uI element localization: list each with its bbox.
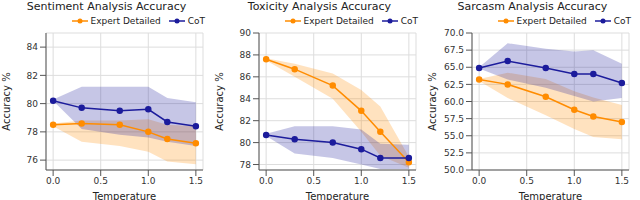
svg-text:0.5: 0.5 [520,176,534,186]
svg-text:88: 88 [240,50,252,60]
svg-text:80: 80 [27,99,39,109]
svg-text:0.5: 0.5 [94,176,108,186]
svg-text:Accuracy %: Accuracy % [214,72,225,130]
svg-text:Accuracy %: Accuracy % [8,72,12,130]
svg-text:65.0: 65.0 [444,62,464,72]
html-text:CoT: CoT [613,15,631,26]
html-text:Toxicity Analysis Accuracy: Toxicity Analysis Accuracy [247,0,392,13]
svg-text:90: 90 [240,28,252,38]
svg-text:82: 82 [27,71,38,81]
svg-text:78: 78 [27,127,39,137]
svg-text:0.0: 0.0 [259,176,274,186]
svg-text:84: 84 [240,94,252,104]
svg-text:60.0: 60.0 [444,97,464,107]
svg-text:0.0: 0.0 [46,176,61,186]
html-text:CoT: CoT [187,15,205,26]
html-text:CoT: CoT [400,15,418,26]
svg-text:Accuracy %: Accuracy % [427,72,438,130]
html-text:Expert Detailed: Expert Detailed [90,15,161,26]
svg-text:86: 86 [240,72,252,82]
svg-text:52.5: 52.5 [444,148,464,158]
svg-text:80: 80 [240,138,252,148]
svg-text:1.5: 1.5 [615,176,629,186]
svg-text:Temperature: Temperature [518,191,582,200]
svg-text:Temperature: Temperature [305,191,369,200]
svg-text:1.5: 1.5 [402,176,416,186]
svg-text:76: 76 [27,155,39,165]
svg-text:Temperature: Temperature [92,191,156,200]
svg-text:0.5: 0.5 [307,176,321,186]
svg-text:67.5: 67.5 [444,45,464,55]
svg-text:82: 82 [240,116,251,126]
svg-text:0.0: 0.0 [472,176,487,186]
svg-text:84: 84 [27,42,39,52]
svg-text:1.0: 1.0 [141,176,156,186]
svg-text:55.0: 55.0 [444,131,464,141]
svg-text:50.0: 50.0 [444,165,464,175]
html-text:Sentiment Analysis Accuracy: Sentiment Analysis Accuracy [26,0,187,13]
html-text:Expert Detailed: Expert Detailed [303,15,374,26]
svg-text:70.0: 70.0 [444,28,464,38]
svg-text:1.0: 1.0 [567,176,582,186]
svg-text:1.5: 1.5 [189,176,203,186]
svg-text:62.5: 62.5 [444,80,464,90]
svg-text:1.0: 1.0 [354,176,369,186]
svg-text:78: 78 [240,160,252,170]
svg-text:57.5: 57.5 [444,114,464,124]
html-text:Sarcasm Analysis Accuracy: Sarcasm Analysis Accuracy [457,0,608,13]
html-text:Expert Detailed: Expert Detailed [516,15,587,26]
